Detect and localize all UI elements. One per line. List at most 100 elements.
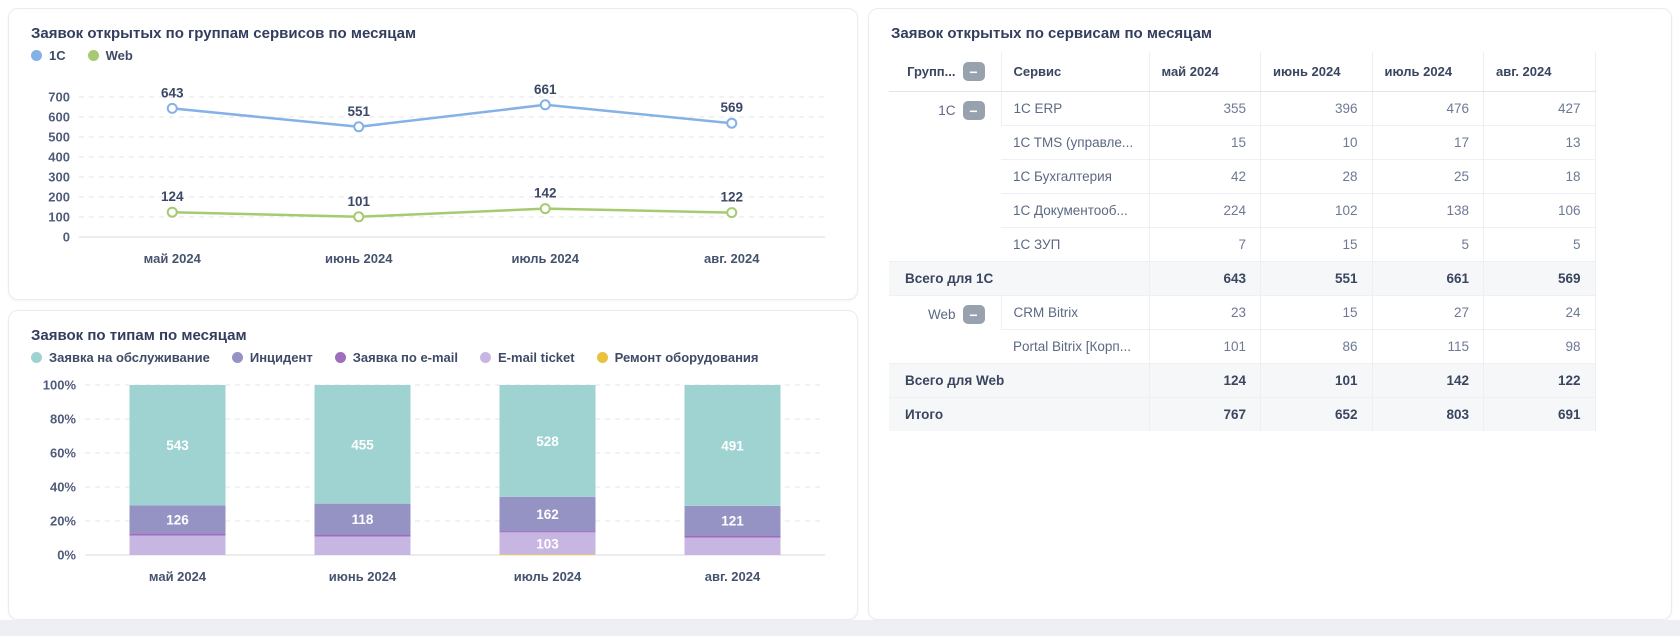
data-point[interactable] bbox=[353, 211, 365, 223]
data-point[interactable] bbox=[539, 99, 551, 111]
value-cell: 42 bbox=[1148, 159, 1261, 194]
service-cell: 1C Документооб... bbox=[1001, 193, 1149, 228]
value-cell: 15 bbox=[1260, 227, 1372, 262]
x-tick-label: июнь 2024 bbox=[329, 569, 397, 584]
stacked-legend-item[interactable]: Заявка по e-mail bbox=[334, 350, 458, 365]
value-cell: 138 bbox=[1371, 193, 1484, 228]
legend-dot-icon bbox=[31, 50, 42, 61]
line-legend-item[interactable]: Web bbox=[87, 48, 133, 63]
stacked-legend-item[interactable]: Инцидент bbox=[231, 350, 313, 365]
collapse-group-button[interactable]: − bbox=[962, 101, 985, 120]
bar-segment[interactable] bbox=[314, 536, 411, 555]
bar-segment[interactable] bbox=[499, 554, 596, 555]
legend-dot-icon bbox=[231, 352, 243, 363]
data-point[interactable] bbox=[166, 206, 178, 218]
stacked-legend-item[interactable]: E-mail ticket bbox=[480, 350, 575, 365]
service-cell: 1C ЗУП bbox=[1001, 227, 1149, 262]
table-row: 1C −1C ERP 355 396 476 427 bbox=[889, 91, 1596, 262]
right-column: Заявок открытых по сервисам по месяцам Г… bbox=[868, 8, 1672, 620]
bar-segment[interactable] bbox=[684, 505, 781, 536]
value-cell: 28 bbox=[1260, 159, 1372, 194]
data-point[interactable] bbox=[726, 117, 738, 129]
legend-item-label: Ремонт оборудования bbox=[614, 350, 759, 365]
legend-item-label: E-mail ticket bbox=[498, 350, 575, 365]
bar-segment[interactable] bbox=[314, 385, 411, 504]
bar-segment[interactable] bbox=[499, 532, 596, 555]
total-label-cell: Всего для 1C bbox=[889, 261, 1149, 296]
y-tick-label: 300 bbox=[48, 170, 70, 185]
value-cell: 115 bbox=[1371, 329, 1484, 364]
point-label: 124 bbox=[161, 189, 184, 204]
value-cell: 23 bbox=[1148, 295, 1261, 330]
bar-segment[interactable] bbox=[499, 496, 596, 532]
y-tick-label: 500 bbox=[48, 130, 70, 145]
x-tick-label: май 2024 bbox=[144, 251, 202, 266]
bar-segment[interactable] bbox=[684, 385, 781, 506]
value-cell: 25 bbox=[1371, 159, 1484, 194]
y-tick-label: 80% bbox=[50, 412, 76, 427]
value-cell: 5 bbox=[1483, 227, 1596, 262]
bar-segment[interactable] bbox=[129, 505, 226, 534]
value-cell: 101 bbox=[1148, 329, 1261, 364]
bar-segment[interactable] bbox=[129, 533, 226, 536]
service-cell: 1C TMS (управле... bbox=[1001, 125, 1149, 160]
x-tick-label: авг. 2024 bbox=[704, 251, 760, 266]
header-cell-month: авг. 2024 bbox=[1483, 52, 1596, 92]
service-cell: Portal Bitrix [Корп... bbox=[1001, 329, 1149, 364]
footer-strip bbox=[0, 620, 1680, 636]
bar-segment[interactable] bbox=[499, 531, 596, 533]
group-cell-flex: 1C − bbox=[901, 101, 989, 120]
value-cell: 5 bbox=[1371, 227, 1484, 262]
stacked-legend-item[interactable]: Заявка на обслуживание bbox=[31, 350, 210, 365]
legend-dot-icon bbox=[31, 352, 42, 363]
group-header-flex: Групп... − bbox=[901, 62, 989, 81]
bar-segment[interactable] bbox=[314, 534, 411, 537]
bar-segment[interactable] bbox=[499, 385, 596, 497]
left-column: Заявок открытых по группам сервисов по м… bbox=[8, 8, 858, 620]
group-cell: 1C − bbox=[889, 91, 1001, 262]
point-label: 643 bbox=[161, 85, 184, 100]
stacked-bar-chart-title: Заявок по типам по месяцам bbox=[31, 327, 247, 344]
data-point[interactable] bbox=[353, 121, 365, 133]
line-legend-item[interactable]: 1C bbox=[31, 48, 66, 63]
bar-segment[interactable] bbox=[129, 535, 226, 555]
bar-segment[interactable] bbox=[314, 503, 411, 535]
bar-segment-label: 491 bbox=[721, 438, 744, 453]
data-point[interactable] bbox=[539, 203, 551, 215]
service-cell: CRM Bitrix bbox=[1000, 295, 1149, 330]
table-body: 1C −1C ERP 355 396 476 427 1C TMS (управле... 1… bbox=[889, 91, 1596, 431]
legend-dot-icon bbox=[480, 352, 492, 363]
value-cell: 122 bbox=[1483, 363, 1596, 398]
bar-segment-label: 162 bbox=[536, 507, 559, 522]
value-cell: 661 bbox=[1371, 261, 1484, 296]
total-label-cell: Всего для Web bbox=[889, 363, 1149, 398]
bar-segment-label: 528 bbox=[536, 434, 559, 449]
x-tick-label: май 2024 bbox=[149, 569, 207, 584]
value-cell: 27 bbox=[1371, 295, 1484, 330]
header-cell-service: Сервис bbox=[1000, 52, 1149, 92]
value-cell: 142 bbox=[1371, 363, 1484, 398]
value-cell: 101 bbox=[1260, 363, 1372, 398]
value-cell: 15 bbox=[1260, 295, 1372, 330]
services-table-wrap: Групп... − Сервис май 2024 июнь 2024 июль 202… bbox=[889, 52, 1651, 431]
bar-segment[interactable] bbox=[684, 535, 781, 538]
header-cell-month: июнь 2024 bbox=[1260, 52, 1372, 92]
value-cell: 124 bbox=[1148, 363, 1261, 398]
legend-item-label: Инцидент bbox=[249, 350, 313, 365]
table-total-row: Итого 767 652 803 691 bbox=[889, 397, 1596, 431]
bar-segment-label: 118 bbox=[352, 512, 374, 527]
services-table-title: Заявок открытых по сервисам по месяцам bbox=[891, 25, 1213, 42]
stacked-legend-item[interactable]: Ремонт оборудования bbox=[596, 350, 759, 365]
line-chart-card: Заявок открытых по группам сервисов по м… bbox=[8, 8, 858, 300]
collapse-groups-button[interactable]: − bbox=[962, 62, 985, 81]
value-cell: 551 bbox=[1260, 261, 1372, 296]
data-point[interactable] bbox=[166, 102, 178, 114]
x-tick-label: июль 2024 bbox=[511, 251, 579, 266]
y-tick-label: 60% bbox=[50, 446, 76, 461]
table-header-row: Групп... − Сервис май 2024 июнь 2024 июль 202… bbox=[889, 52, 1596, 92]
collapse-group-button[interactable]: − bbox=[962, 305, 985, 324]
bar-segment[interactable] bbox=[129, 385, 226, 506]
service-cell: 1C ERP bbox=[1000, 91, 1149, 126]
bar-segment[interactable] bbox=[684, 537, 781, 555]
data-point[interactable] bbox=[726, 207, 738, 219]
